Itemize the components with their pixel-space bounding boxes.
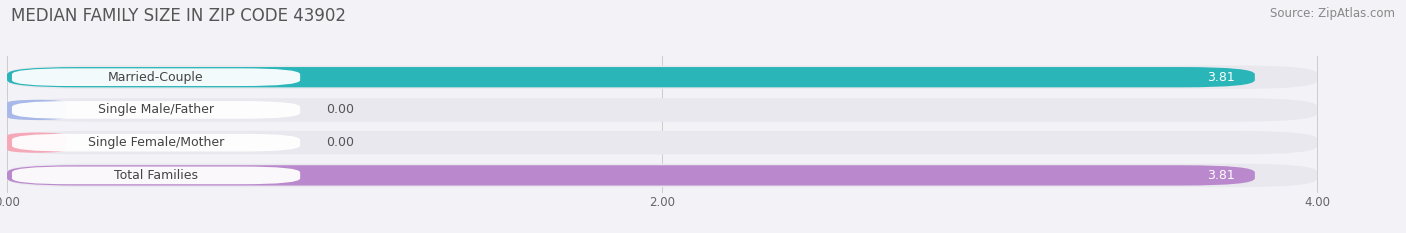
FancyBboxPatch shape xyxy=(7,165,1254,185)
FancyBboxPatch shape xyxy=(11,167,299,184)
FancyBboxPatch shape xyxy=(7,131,1317,154)
FancyBboxPatch shape xyxy=(7,133,66,153)
Text: Married-Couple: Married-Couple xyxy=(108,71,204,84)
FancyBboxPatch shape xyxy=(7,65,1317,89)
Text: 3.81: 3.81 xyxy=(1208,169,1236,182)
Text: 0.00: 0.00 xyxy=(326,136,354,149)
FancyBboxPatch shape xyxy=(11,68,299,86)
Text: Total Families: Total Families xyxy=(114,169,198,182)
Text: Source: ZipAtlas.com: Source: ZipAtlas.com xyxy=(1270,7,1395,20)
FancyBboxPatch shape xyxy=(7,100,66,120)
FancyBboxPatch shape xyxy=(7,164,1317,187)
Text: MEDIAN FAMILY SIZE IN ZIP CODE 43902: MEDIAN FAMILY SIZE IN ZIP CODE 43902 xyxy=(11,7,346,25)
FancyBboxPatch shape xyxy=(7,67,1254,87)
Text: 3.81: 3.81 xyxy=(1208,71,1236,84)
Text: Single Male/Father: Single Male/Father xyxy=(98,103,214,116)
Text: Single Female/Mother: Single Female/Mother xyxy=(89,136,224,149)
FancyBboxPatch shape xyxy=(11,134,299,151)
FancyBboxPatch shape xyxy=(7,98,1317,122)
Text: 0.00: 0.00 xyxy=(326,103,354,116)
FancyBboxPatch shape xyxy=(11,101,299,119)
